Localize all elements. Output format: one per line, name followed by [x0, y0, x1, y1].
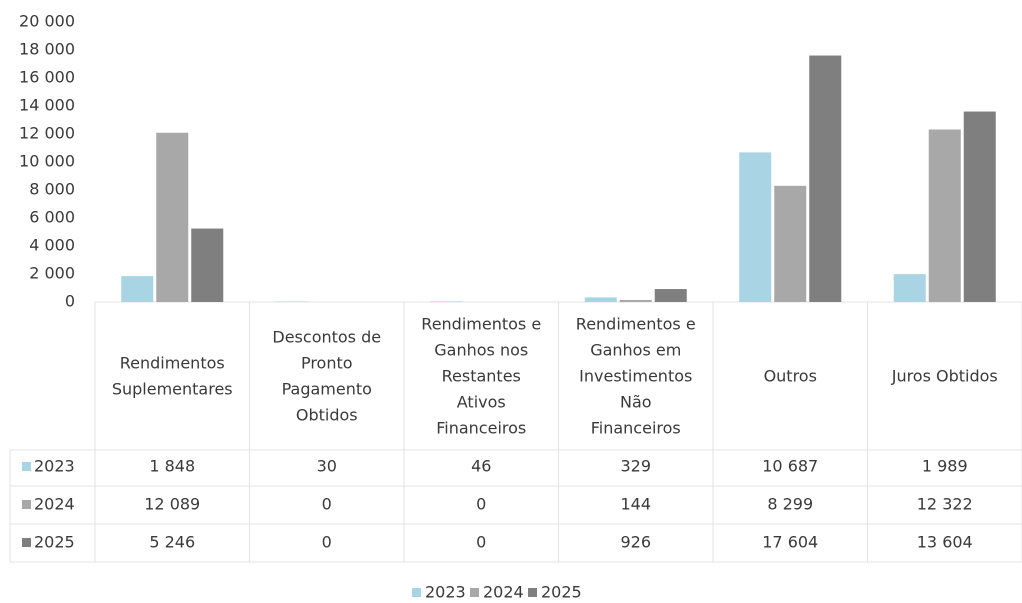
table-value: 46 [471, 457, 491, 476]
y-tick-label: 2 000 [29, 264, 75, 283]
table-value: 12 322 [917, 495, 973, 514]
bar [739, 152, 772, 302]
table-value: 0 [322, 495, 332, 514]
category-label: Ativos [457, 393, 506, 412]
category-label: Pagamento [282, 380, 372, 399]
y-tick-label: 18 000 [19, 40, 75, 59]
y-tick-label: 0 [65, 292, 75, 311]
y-tick-label: 6 000 [29, 208, 75, 227]
category-label: Rendimentos e [421, 315, 541, 334]
table-value: 30 [317, 457, 337, 476]
table-value: 5 246 [149, 533, 195, 552]
bar [893, 274, 926, 302]
category-label: Ganhos em [590, 341, 681, 360]
category-label: Suplementares [112, 380, 233, 399]
y-tick-label: 14 000 [19, 96, 75, 115]
table-legend-key [22, 500, 31, 509]
category-label: Investimentos [579, 367, 692, 386]
category-label: Financeiros [436, 419, 526, 438]
bar [654, 289, 687, 302]
table-value: 0 [476, 495, 486, 514]
y-tick-label: 10 000 [19, 152, 75, 171]
table-series-name: 2025 [34, 533, 75, 552]
legend-label: 2025 [541, 583, 582, 602]
bar [430, 301, 463, 302]
table-value: 329 [620, 457, 651, 476]
bar [156, 132, 189, 302]
table-legend-key [22, 538, 31, 547]
bar [584, 297, 617, 302]
bar [809, 55, 842, 302]
category-label: Ganhos nos [434, 341, 528, 360]
table-value: 13 604 [917, 533, 973, 552]
y-tick-label: 8 000 [29, 180, 75, 199]
category-label: Rendimentos e [576, 315, 696, 334]
table-value: 144 [620, 495, 651, 514]
category-label: Descontos de [272, 328, 381, 347]
y-tick-label: 20 000 [19, 12, 75, 31]
bar [121, 276, 154, 302]
table-value: 17 604 [762, 533, 818, 552]
table-series-name: 2024 [34, 495, 75, 514]
bar [963, 111, 996, 302]
category-label: Juros Obtidos [891, 367, 998, 386]
table-series-name: 2023 [34, 457, 75, 476]
table-value: 926 [620, 533, 651, 552]
legend-key [412, 588, 421, 597]
table-value: 1 989 [922, 457, 968, 476]
category-label: Obtidos [296, 406, 358, 425]
bar [774, 185, 807, 302]
category-label: Rendimentos [120, 354, 225, 373]
table-value: 12 089 [144, 495, 200, 514]
y-tick-label: 12 000 [19, 124, 75, 143]
category-label: Pronto [301, 354, 353, 373]
table-value: 10 687 [762, 457, 818, 476]
category-label: Restantes [442, 367, 521, 386]
bar [928, 129, 961, 302]
category-label: Outros [764, 367, 817, 386]
category-label: Não [620, 393, 652, 412]
bar [619, 299, 652, 302]
y-tick-label: 4 000 [29, 236, 75, 255]
y-tick-label: 16 000 [19, 68, 75, 87]
table-value: 1 848 [149, 457, 195, 476]
legend-label: 2023 [425, 583, 466, 602]
table-legend-key [22, 462, 31, 471]
table-value: 0 [476, 533, 486, 552]
category-label: Financeiros [591, 419, 681, 438]
legend-key [470, 588, 479, 597]
table-value: 8 299 [767, 495, 813, 514]
legend-key [528, 588, 537, 597]
legend-label: 2024 [483, 583, 524, 602]
bar [191, 228, 224, 302]
table-value: 0 [322, 533, 332, 552]
